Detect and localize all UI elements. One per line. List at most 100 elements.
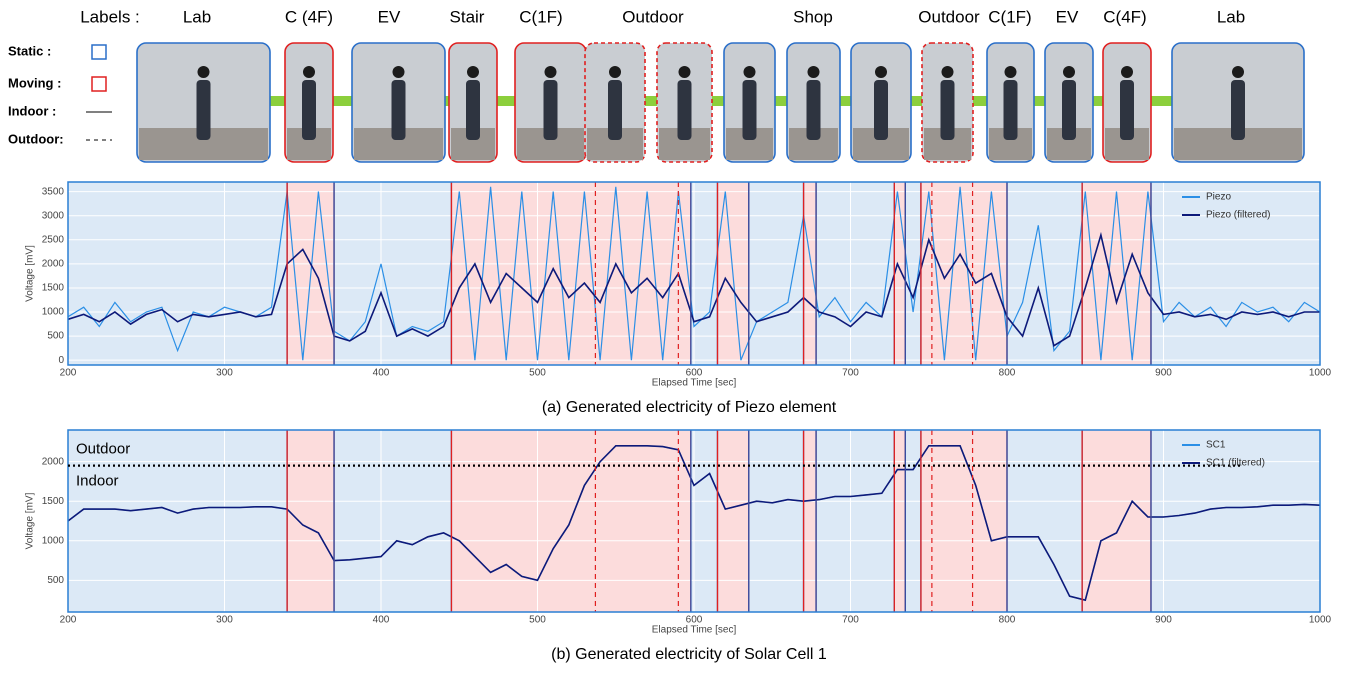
x-tick-label: 800 — [999, 368, 1016, 379]
legend-label: SC1 (filtered) — [1206, 458, 1265, 469]
person-head — [1121, 66, 1133, 78]
static-segment — [68, 430, 288, 612]
y-tick-label: 1500 — [42, 496, 65, 507]
static-segment — [68, 182, 288, 365]
legend-indoor: Indoor : — [8, 103, 56, 118]
person-body — [1003, 80, 1018, 140]
y-tick-label: 500 — [47, 575, 64, 586]
legend-static: Static : — [8, 43, 51, 58]
route-bar — [270, 96, 1172, 106]
location-label: EV — [378, 7, 401, 26]
x-tick-label: 200 — [60, 368, 77, 379]
person-body — [196, 80, 211, 140]
x-tick-label: 400 — [373, 615, 390, 626]
person-body — [543, 80, 558, 140]
location-label: C(4F) — [1103, 7, 1146, 26]
location-label: Lab — [183, 7, 211, 26]
static-segment — [334, 430, 452, 612]
y-tick-label: 2000 — [42, 259, 65, 270]
static-segment — [816, 430, 895, 612]
person-body — [1231, 80, 1245, 140]
location-label: C(1F) — [519, 7, 562, 26]
static-segment — [1150, 430, 1320, 612]
static-segment — [748, 182, 804, 365]
x-tick-label: 900 — [1155, 368, 1172, 379]
moving-segment — [920, 182, 1007, 365]
labels-title: Labels : — [80, 7, 140, 26]
y-tick-label: 1000 — [42, 535, 65, 546]
legend-label: SC1 — [1206, 440, 1226, 451]
x-tick-label: 1000 — [1309, 368, 1332, 379]
x-tick-label: 700 — [842, 615, 859, 626]
person-head — [743, 66, 756, 78]
person-body — [391, 80, 406, 140]
location-label: Outdoor — [918, 7, 980, 26]
person-head — [303, 66, 315, 78]
plot-frame — [67, 429, 1321, 613]
location-label: C(1F) — [988, 7, 1031, 26]
moving-swatch — [91, 76, 107, 92]
static-segment — [748, 430, 804, 612]
threshold-above: Outdoor — [76, 441, 130, 458]
plot-frame — [67, 181, 1321, 366]
static-segment — [690, 430, 718, 612]
y-axis-label: Voltage [mV] — [25, 492, 36, 549]
y-tick-label: 1000 — [42, 307, 65, 318]
series-line — [67, 445, 1321, 602]
person-head — [875, 66, 887, 78]
location-label: EV — [1056, 7, 1079, 26]
location-label: Stair — [450, 7, 485, 26]
x-tick-label: 200 — [60, 615, 77, 626]
x-tick-label: 700 — [842, 368, 859, 379]
moving-segment — [920, 430, 1007, 612]
person-head — [941, 66, 954, 78]
x-tick-label: 900 — [1155, 615, 1172, 626]
person-body — [1120, 80, 1134, 140]
static-segment — [816, 182, 895, 365]
location-label: Shop — [793, 7, 833, 26]
series-line — [67, 186, 1321, 361]
person-body — [1062, 80, 1076, 140]
x-axis-label: Elapsed Time [sec] — [652, 378, 737, 389]
person-body — [742, 80, 757, 140]
person-body — [806, 80, 821, 140]
static-segment — [1007, 430, 1083, 612]
threshold-below: Indoor — [76, 473, 119, 490]
x-tick-label: 500 — [529, 368, 546, 379]
legend-label: Piezo (filtered) — [1206, 210, 1270, 221]
y-tick-label: 2000 — [42, 456, 65, 467]
moving-segment — [287, 430, 335, 612]
person-head — [1004, 66, 1017, 78]
moving-segment — [1082, 430, 1151, 612]
moving-segment — [717, 430, 749, 612]
x-tick-label: 800 — [999, 615, 1016, 626]
x-tick-label: 600 — [686, 615, 703, 626]
moving-segment — [803, 430, 817, 612]
location-label: Outdoor — [622, 7, 684, 26]
person-body — [302, 80, 316, 140]
person-head — [1232, 66, 1244, 78]
static-swatch — [91, 44, 107, 60]
person-body — [677, 80, 692, 140]
legend-outdoor: Outdoor: — [8, 131, 64, 146]
caption: (b) Generated electricity of Solar Cell … — [551, 646, 827, 663]
series-line — [67, 231, 1320, 347]
location-label: C (4F) — [285, 7, 333, 26]
x-tick-label: 300 — [216, 615, 233, 626]
x-tick-label: 500 — [529, 615, 546, 626]
caption: (a) Generated electricity of Piezo eleme… — [542, 399, 837, 416]
person-head — [1063, 66, 1075, 78]
person-head — [392, 66, 405, 78]
moving-segment — [894, 430, 906, 612]
static-segment — [905, 430, 921, 612]
moving-segment — [894, 182, 906, 365]
person-body — [940, 80, 955, 140]
y-tick-label: 500 — [47, 331, 64, 342]
person-head — [678, 66, 691, 78]
person-body — [874, 80, 888, 140]
x-tick-label: 600 — [686, 368, 703, 379]
person-head — [467, 66, 479, 78]
static-segment — [690, 182, 718, 365]
static-segment — [1150, 182, 1320, 365]
